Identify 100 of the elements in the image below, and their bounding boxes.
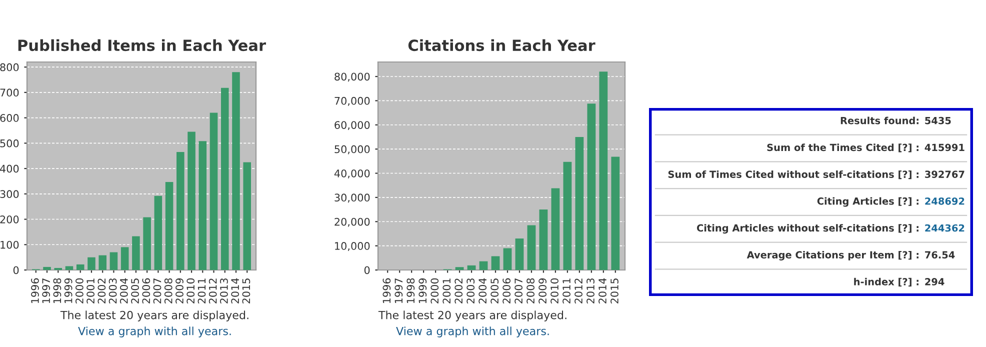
bar (455, 267, 464, 270)
bar (587, 104, 596, 270)
text: The latest 20 years are displayed. (60, 310, 248, 322)
bar (176, 152, 184, 270)
x-tick-label: 2009 (176, 278, 184, 304)
x-tick-label: 2003 (108, 278, 117, 304)
y-tick-label: 70,000 (334, 96, 370, 106)
bar (232, 72, 240, 270)
text: The latest 20 years are displayed. (378, 310, 566, 322)
text: 294 (925, 278, 944, 286)
text: h-index [?] : (854, 278, 918, 287)
text: Average Citations per Item [?] : (746, 250, 918, 260)
x-tick-label: 1999 (64, 278, 72, 304)
x-tick-label: 2003 (466, 278, 475, 304)
text: 415991 (924, 144, 964, 152)
y-tick-label: 60,000 (334, 121, 370, 130)
bar (154, 196, 162, 270)
x-tick-label: 1997 (42, 278, 50, 304)
x-tick-label: 2014 (598, 278, 606, 304)
x-tick-label: 2011 (198, 278, 206, 304)
chart-title: Published Items in Each Year (18, 39, 266, 52)
y-tick-label: 10,000 (335, 242, 370, 251)
y-tick-label: 30,000 (334, 194, 370, 203)
bar (210, 112, 218, 270)
bar (575, 136, 584, 270)
text: Sum of Times Cited without self-citations [?] : (668, 170, 918, 180)
x-tick-label: 2011 (562, 278, 570, 304)
y-tick-label: 200 (0, 215, 19, 224)
y-tick-label: 600 (0, 114, 19, 122)
x-tick-label: 2006 (142, 278, 150, 304)
bar (220, 88, 229, 270)
x-tick-label: 2013 (586, 278, 594, 304)
x-tick-label: 2001 (86, 278, 94, 304)
x-tick-label: 1998 (406, 278, 415, 304)
bar (132, 236, 140, 270)
y-tick-label: 0 (13, 266, 19, 274)
y-tick-label: 500 (0, 139, 19, 148)
bar (551, 188, 560, 270)
bar (76, 264, 84, 270)
bar (467, 265, 476, 270)
x-tick-label: 2001 (442, 278, 451, 304)
x-tick-label: 2008 (164, 278, 172, 304)
x-tick-label: 2006 (502, 278, 511, 304)
y-tick-label: 300 (0, 190, 19, 198)
text: 248692 (925, 197, 964, 205)
y-tick-label: 800 (0, 63, 19, 72)
x-tick-label: 1996 (382, 278, 391, 304)
y-tick-label: 80,000 (334, 72, 370, 82)
y-tick-label: 400 (0, 164, 19, 173)
x-tick-label: 2015 (610, 278, 618, 304)
text: 244362 (925, 224, 964, 232)
bar (65, 266, 74, 270)
bar (88, 257, 96, 270)
x-tick-label: 2002 (454, 278, 463, 304)
x-tick-label: 2000 (430, 278, 439, 304)
x-tick-label: 2005 (490, 278, 499, 304)
x-tick-label: 2007 (153, 278, 162, 304)
x-tick-label: 2010 (186, 278, 195, 304)
bar (143, 217, 151, 270)
bar (243, 162, 251, 270)
bar (43, 266, 51, 270)
text: 5435 (925, 116, 951, 124)
x-tick-label: 2000 (76, 278, 84, 304)
x-tick-label: 2004 (120, 278, 128, 304)
bar (188, 132, 196, 270)
bar (563, 162, 572, 270)
bar (198, 141, 207, 270)
bar (491, 256, 500, 270)
x-tick-label: 2007 (514, 278, 523, 304)
x-tick-label: 2012 (574, 278, 582, 304)
x-tick-label: 1998 (53, 278, 62, 304)
text: Citing Articles without self-citations [?] : (696, 224, 918, 234)
bar (599, 72, 608, 270)
text: Sum of the Times Cited [?] : (767, 144, 918, 152)
text: Citing Articles [?] : (817, 197, 918, 207)
bar (527, 225, 536, 270)
bar (98, 255, 106, 270)
y-tick-label: 700 (0, 88, 19, 97)
x-tick-label: 1997 (394, 278, 403, 304)
y-tick-label: 100 (0, 240, 19, 249)
bar (479, 261, 488, 270)
x-tick-label: 2012 (208, 278, 217, 304)
x-tick-label: 2010 (550, 278, 558, 304)
text: 392767 (925, 170, 964, 178)
chart-title: Citations in Each Year (408, 39, 596, 52)
y-tick-label: 0 (364, 266, 370, 274)
x-tick-label: 2002 (98, 278, 106, 304)
x-tick-label: 2014 (231, 278, 240, 304)
x-tick-label: 2008 (526, 278, 534, 304)
x-tick-label: 1996 (31, 278, 39, 304)
bar (503, 248, 512, 270)
x-tick-label: 1999 (418, 278, 427, 304)
bar (110, 252, 118, 270)
text: 76.54 (925, 251, 955, 259)
bar (539, 210, 548, 270)
bar (165, 182, 174, 270)
text: View a graph with all years. (78, 326, 231, 338)
y-tick-label: 50,000 (334, 145, 370, 154)
bar (120, 247, 129, 270)
y-tick-label: 20,000 (334, 218, 370, 227)
